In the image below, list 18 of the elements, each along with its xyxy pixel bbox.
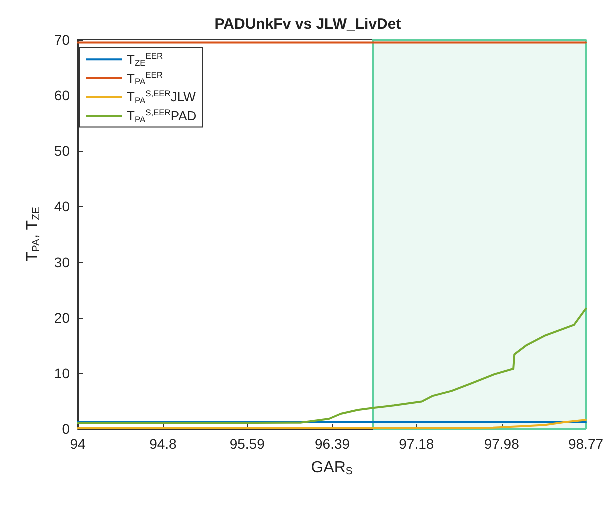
y-axis-title: TPA, TZE — [24, 207, 42, 262]
y-tick-label: 20 — [54, 310, 70, 326]
x-tick-label: 95.59 — [230, 436, 266, 452]
y-tick-label: 70 — [54, 32, 70, 48]
x-tick-label: 96.39 — [315, 436, 350, 452]
x-tick-label: 98.77 — [568, 436, 604, 452]
y-tick-label: 50 — [54, 143, 70, 160]
y-tick-label: 40 — [54, 198, 70, 215]
x-tick-label: 97.18 — [399, 436, 434, 452]
x-tick-label: 97.98 — [484, 436, 520, 452]
y-tick-label: 60 — [54, 88, 70, 104]
chart-title: PADUnkFv vs JLW_LivDet — [214, 16, 402, 33]
x-tick-label: 94 — [70, 436, 86, 452]
y-tick-label: 0 — [62, 421, 70, 437]
line-series — [77, 308, 587, 424]
x-tick-label: 94.8 — [150, 436, 178, 452]
y-tick-label: 10 — [54, 365, 70, 382]
y-tick-label: 30 — [54, 254, 70, 270]
